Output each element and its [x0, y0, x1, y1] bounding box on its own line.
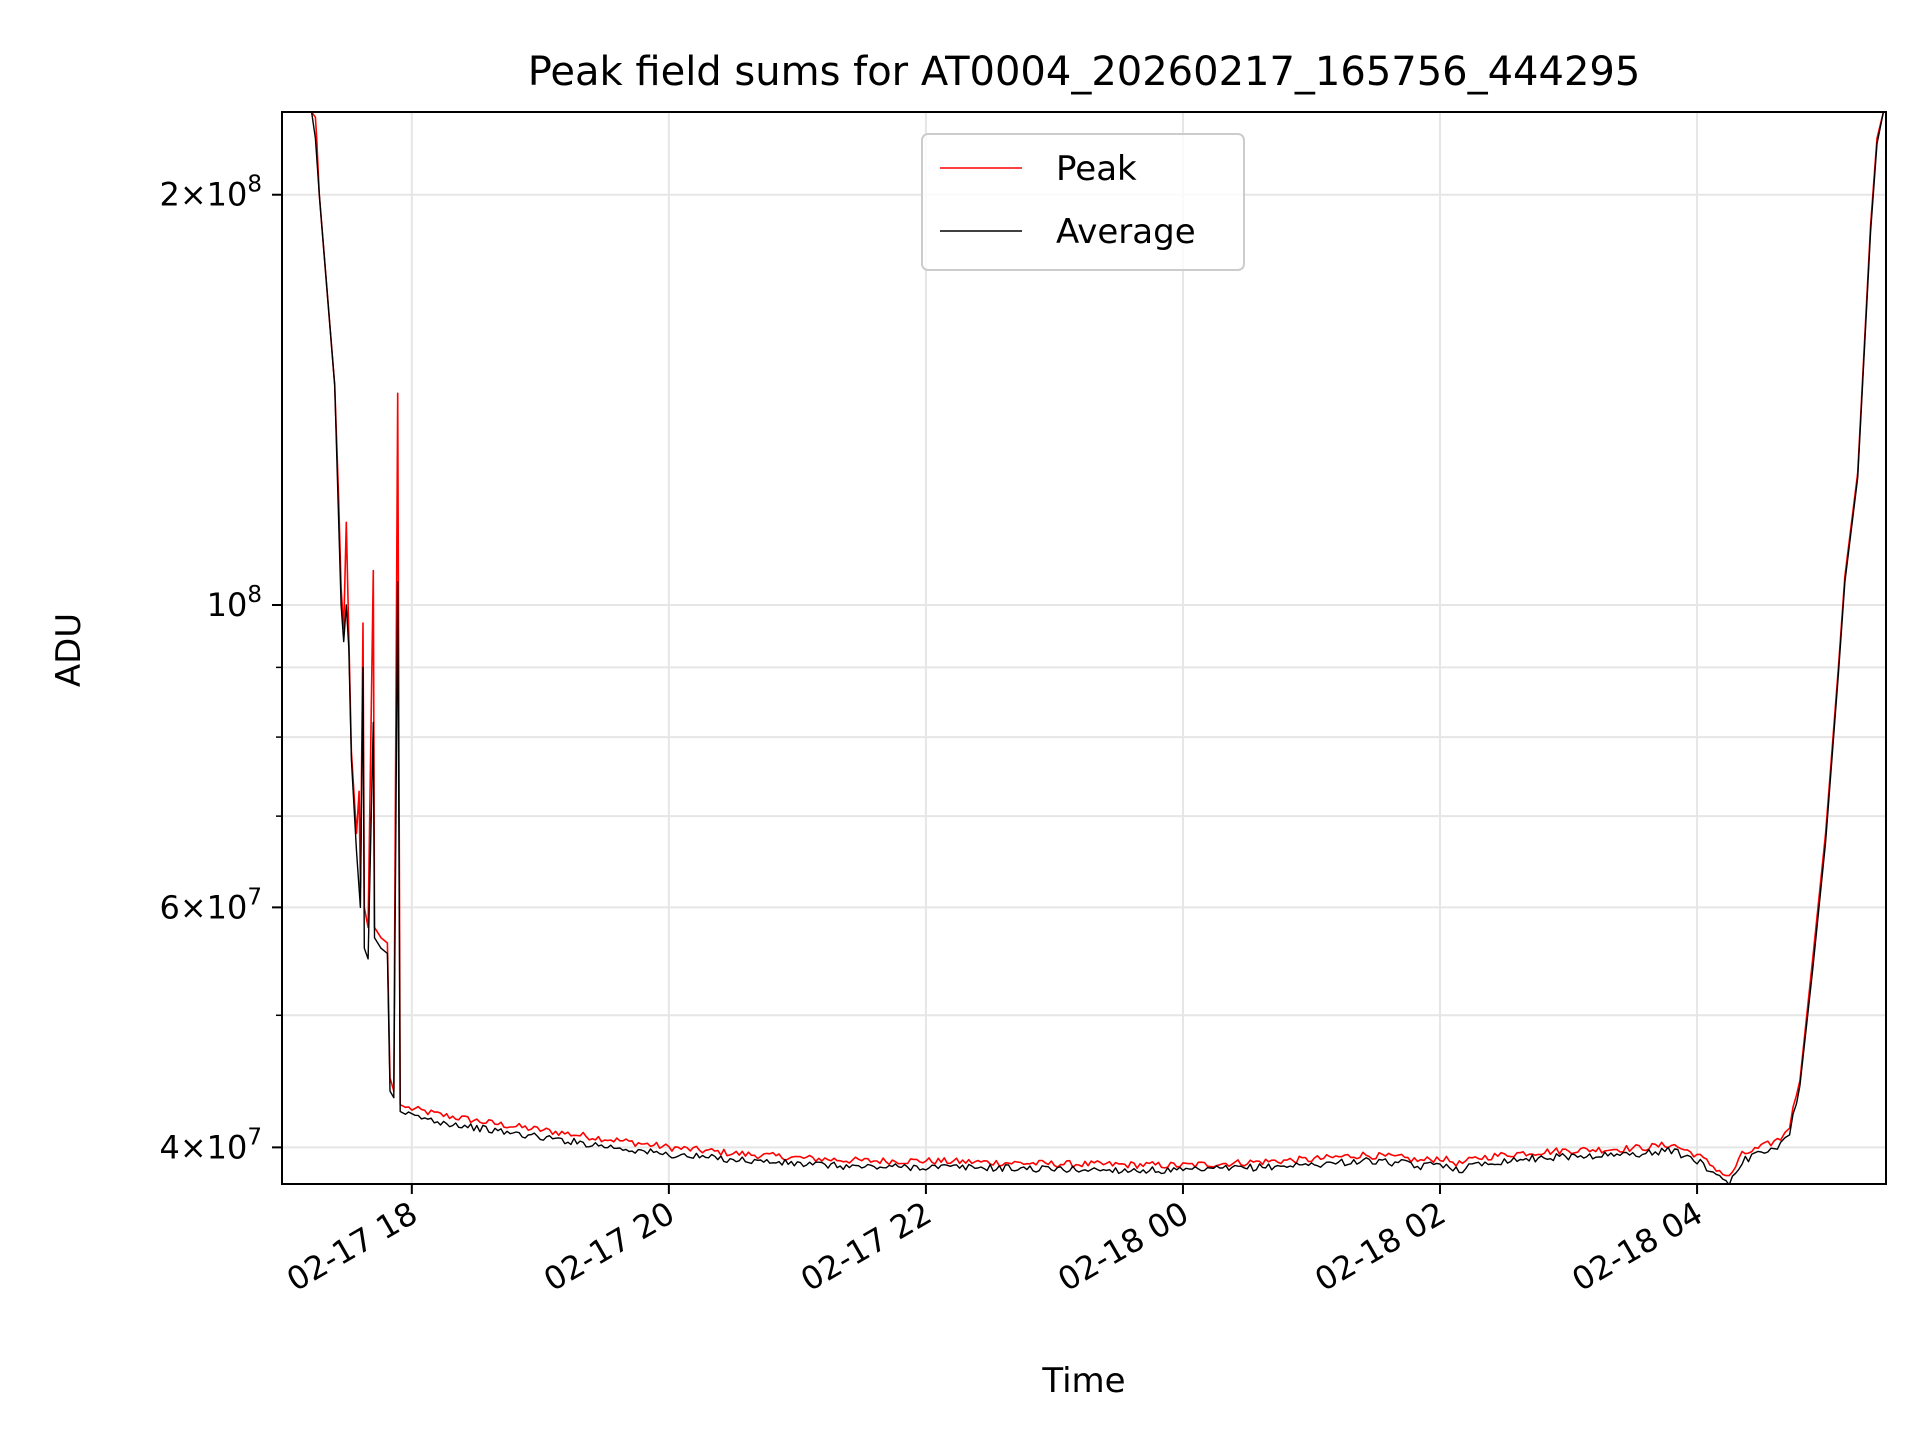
y-tick-label: 4×107 — [159, 1124, 262, 1166]
y-axis-label: ADU — [49, 613, 89, 687]
legend: Peak Average — [921, 133, 1245, 271]
y-tick-label: 2×108 — [159, 172, 262, 214]
legend-label-average: Average — [1056, 212, 1196, 252]
y-tick-label: 6×107 — [159, 884, 262, 926]
series-line-peak — [283, 112, 1885, 1177]
series-line-average — [283, 112, 1885, 1184]
legend-label-peak: Peak — [1056, 149, 1137, 189]
x-axis-label: Time — [1041, 1361, 1125, 1401]
plot-background — [282, 112, 1886, 1184]
series-lines — [283, 112, 1885, 1184]
chart-title: Peak field sums for AT0004_20260217_1657… — [528, 49, 1641, 95]
plot-frame — [281, 111, 1887, 1185]
gridlines — [282, 112, 1886, 1184]
